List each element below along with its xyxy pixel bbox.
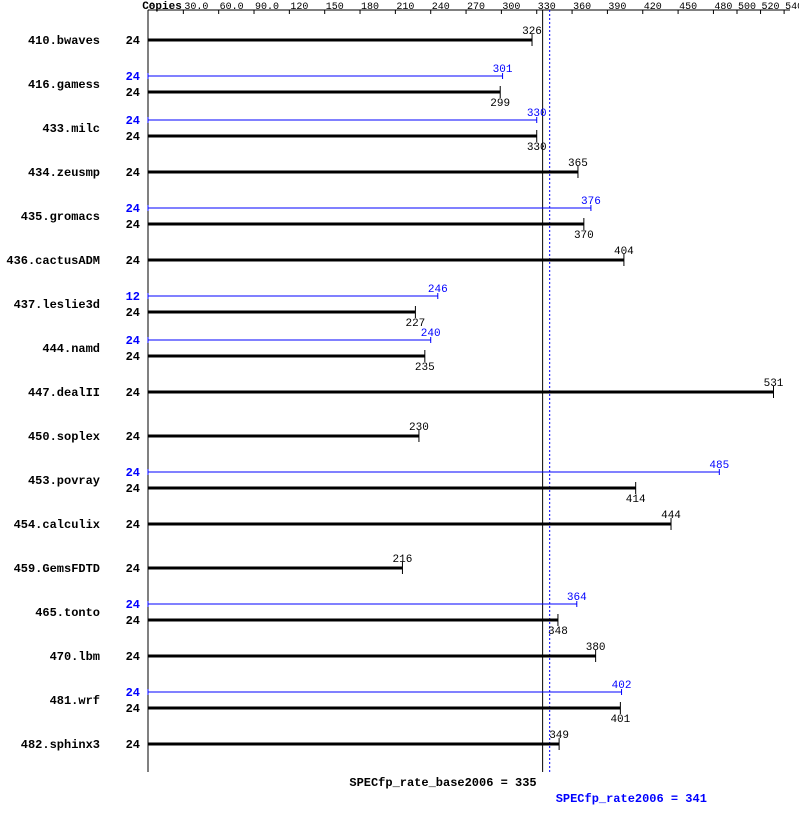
benchmark-name: 437.leslie3d [14,298,100,312]
base-copies: 24 [126,430,140,444]
peak-copies: 24 [126,202,140,216]
x-tick-label: 360 [573,2,591,13]
x-tick-label: 390 [608,2,626,13]
base-value: 444 [661,510,681,522]
base-value: 404 [614,246,634,258]
x-tick-label: 520 [762,2,780,13]
peak-value: 330 [527,108,547,120]
base-copies: 24 [126,482,140,496]
benchmark-name: 453.povray [28,474,100,488]
x-tick-label: 330 [538,2,556,13]
peak-value: 485 [709,460,729,472]
ref-label: SPECfp_rate2006 = 341 [556,792,707,806]
base-copies: 24 [126,702,140,716]
benchmark-name: 459.GemsFDTD [14,562,100,576]
x-tick-label: 180 [361,2,379,13]
peak-value: 364 [567,592,587,604]
peak-copies: 24 [126,334,140,348]
base-value: 370 [574,230,594,242]
base-value: 230 [409,422,429,434]
benchmark-name: 436.cactusADM [6,254,100,268]
base-value: 414 [626,494,646,506]
base-value: 326 [522,26,542,38]
x-tick-label: 150 [326,2,344,13]
ref-label: SPECfp_rate_base2006 = 335 [349,776,536,790]
benchmark-name: 416.gamess [28,78,100,92]
peak-copies: 24 [126,466,140,480]
peak-value: 301 [493,64,513,76]
benchmark-name: 454.calculix [14,518,100,532]
x-tick-label: 90.0 [255,2,279,13]
benchmark-name: 410.bwaves [28,34,100,48]
peak-copies: 24 [126,114,140,128]
base-copies: 24 [126,386,140,400]
peak-value: 402 [612,680,632,692]
peak-copies: 24 [126,598,140,612]
benchmark-name: 465.tonto [35,606,100,620]
base-copies: 24 [126,34,140,48]
benchmark-name: 481.wrf [50,694,100,708]
x-tick-label: 120 [290,2,308,13]
peak-copies: 24 [126,686,140,700]
base-copies: 24 [126,86,140,100]
x-tick-label: 420 [644,2,662,13]
base-copies: 24 [126,614,140,628]
benchmark-name: 482.sphinx3 [21,738,100,752]
base-value: 380 [586,642,606,654]
benchmark-name: 433.milc [42,122,100,136]
spec-fp-chart: 030.060.090.0120150180210240270300330360… [0,0,799,831]
base-value: 531 [764,378,784,390]
x-tick-label: 300 [502,2,520,13]
copies-header: Copies [142,1,182,13]
base-copies: 24 [126,218,140,232]
peak-value: 246 [428,284,448,296]
benchmark-name: 447.dealII [28,386,100,400]
base-copies: 24 [126,350,140,364]
base-value: 401 [610,714,630,726]
base-value: 330 [527,142,547,154]
chart-svg: 030.060.090.0120150180210240270300330360… [0,0,799,831]
peak-value: 376 [581,196,601,208]
x-tick-label: 270 [467,2,485,13]
benchmark-name: 435.gromacs [21,210,100,224]
base-copies: 24 [126,650,140,664]
benchmark-name: 434.zeusmp [28,166,100,180]
base-copies: 24 [126,738,140,752]
peak-copies: 24 [126,70,140,84]
x-tick-label: 450 [679,2,697,13]
base-value: 299 [490,98,510,110]
x-tick-label: 480 [714,2,732,13]
base-value: 365 [568,158,588,170]
base-value: 349 [549,730,569,742]
x-tick-label: 540 [785,2,799,13]
base-copies: 24 [126,166,140,180]
base-value: 216 [393,554,413,566]
benchmark-name: 470.lbm [50,650,100,664]
peak-copies: 12 [126,290,140,304]
base-copies: 24 [126,306,140,320]
benchmark-name: 450.soplex [28,430,100,444]
x-tick-label: 30.0 [184,2,208,13]
benchmark-name: 444.namd [42,342,100,356]
base-copies: 24 [126,518,140,532]
base-value: 348 [548,626,568,638]
base-copies: 24 [126,130,140,144]
peak-value: 240 [421,328,441,340]
x-tick-label: 60.0 [220,2,244,13]
x-tick-label: 240 [432,2,450,13]
x-tick-label: 500 [738,2,756,13]
base-value: 235 [415,362,435,374]
base-copies: 24 [126,562,140,576]
base-copies: 24 [126,254,140,268]
x-tick-label: 210 [396,2,414,13]
